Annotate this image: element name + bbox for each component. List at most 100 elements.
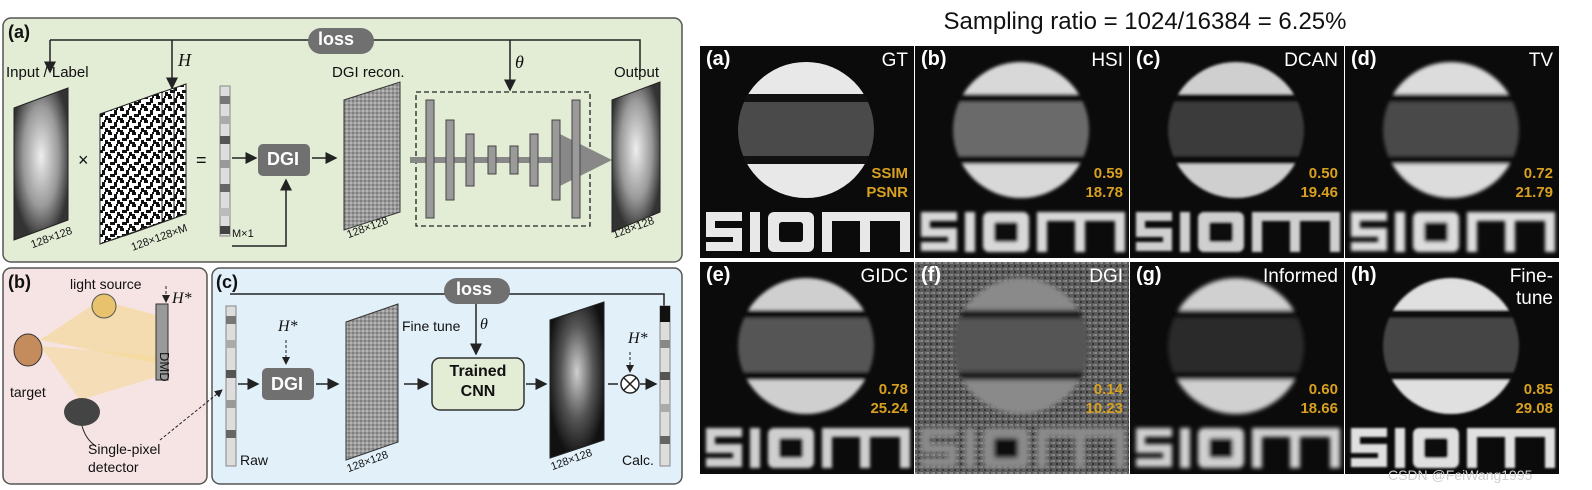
- loss-label-c: loss: [456, 279, 493, 299]
- ssim-value: 0.50: [1308, 165, 1338, 182]
- ssim-value: 0.78: [878, 381, 908, 398]
- reconstruction-image: [1351, 278, 1555, 468]
- light-bulb: [91, 293, 117, 319]
- psnr-value: 18.78: [1085, 184, 1123, 201]
- fine-tune-label: Fine tune: [402, 318, 461, 334]
- output-label: Output: [614, 64, 660, 81]
- dgi-recon-label: DGI recon.: [332, 64, 405, 81]
- ssim-value: 0.59: [1093, 165, 1123, 182]
- loss-label-a: loss: [318, 29, 355, 49]
- theta-label-a: θ: [515, 52, 524, 72]
- calc-label: Calc.: [622, 452, 654, 468]
- tile-tag: (c): [1136, 48, 1161, 70]
- result-tile-dcan: (c) DCAN 0.50 19.46: [1130, 46, 1344, 258]
- tile-method: Fine- tune: [1509, 266, 1553, 309]
- psnr-value: 29.08: [1515, 400, 1553, 417]
- tile-tag: (e): [706, 264, 731, 286]
- dgi-label-a: DGI: [267, 149, 300, 169]
- reconstruction-image: [1136, 62, 1340, 252]
- reconstruction-image: [915, 262, 1129, 474]
- reconstruction-image: [706, 62, 910, 252]
- trained-cnn-node: [431, 357, 525, 411]
- tile-tag: (g): [1136, 264, 1162, 286]
- psnr-value: 19.46: [1300, 184, 1338, 201]
- result-tile-finetune: (h) Fine- tune 0.85 29.08: [1345, 262, 1559, 474]
- theta-label-c: θ: [480, 316, 488, 333]
- result-tile-informed: (g) Informed 0.60 18.66: [1130, 262, 1344, 474]
- tile-metrics: 0.78 25.24: [870, 380, 908, 418]
- tile-tag: (h): [1351, 264, 1377, 286]
- tile-metrics: 0.72 21.79: [1515, 164, 1553, 202]
- psnr-value: 25.24: [870, 400, 908, 417]
- cnn-layers-a: [425, 99, 581, 219]
- tile-metrics: 0.60 18.66: [1300, 380, 1338, 418]
- tile-metrics: 0.59 18.78: [1085, 164, 1123, 202]
- dgi-node-c: [262, 368, 314, 400]
- size-label-vector: M×1: [232, 228, 254, 240]
- reconstruction-image: [1351, 62, 1555, 252]
- tile-metrics: 0.14 10.23: [1085, 380, 1123, 418]
- watermark: CSDN @FeiWang1995: [1388, 467, 1533, 483]
- result-tile-tv: (d) TV 0.72 21.79: [1345, 46, 1559, 258]
- H-star-label-b: H*: [172, 290, 192, 307]
- reconstruction-image: [706, 278, 910, 468]
- results-title: Sampling ratio = 1024/16384 = 6.25%: [943, 8, 1347, 35]
- target-head: [13, 333, 43, 367]
- tile-metrics: SSIM PSNR: [866, 164, 908, 202]
- reconstruction-image: [921, 62, 1125, 252]
- fine-tuned-face-image: [549, 301, 605, 459]
- ssim-value: 0.60: [1308, 381, 1338, 398]
- result-tile-dgi: (f) DGI 0.14 10.23: [915, 262, 1129, 474]
- target-label: target: [10, 384, 46, 400]
- input-face-image: [13, 87, 69, 241]
- dgi-label-c: DGI: [271, 374, 304, 394]
- raw-measurement-vector: [225, 305, 237, 467]
- ssim-value: 0.14: [1093, 381, 1123, 398]
- psnr-value: 21.79: [1515, 184, 1553, 201]
- panel-b-tag: (b): [8, 272, 31, 292]
- tile-tag: (d): [1351, 48, 1377, 70]
- result-tile-gt: (a) GT SSIM PSNR: [700, 46, 914, 258]
- tile-method: DCAN: [1284, 50, 1338, 71]
- dgi-recon-image-c: [345, 303, 399, 461]
- tile-method: GT: [881, 50, 908, 71]
- psnr-value: PSNR: [866, 184, 908, 201]
- psnr-value: 10.23: [1085, 400, 1123, 417]
- panel-a-tag: (a): [8, 22, 30, 42]
- tile-method: Informed: [1263, 266, 1338, 287]
- dmd-device: [155, 303, 169, 381]
- schematic-diagram: [2, 17, 683, 485]
- tile-method: TV: [1528, 50, 1553, 71]
- tile-method: GIDC: [860, 266, 909, 287]
- detector-label: Single-pixel detector: [88, 441, 161, 475]
- single-pixel-detector: [64, 398, 100, 426]
- result-tile-hsi: (b) HSI 0.59 18.78: [915, 46, 1129, 258]
- tile-method: DGI: [1089, 266, 1123, 287]
- measurement-vector-a: [219, 85, 231, 237]
- calc-measurement-vector: [659, 305, 671, 467]
- result-tile-gidc: (e) GIDC 0.78 25.24: [700, 262, 914, 474]
- panel-c-tag: (c): [216, 272, 238, 292]
- dgi-recon-image-a: [343, 81, 401, 231]
- output-face-image: [611, 81, 661, 233]
- illumination-patterns: [99, 91, 163, 245]
- ssim-value: 0.85: [1523, 381, 1553, 398]
- H-star-label-c1: H*: [278, 318, 298, 335]
- loss-node-c: [444, 278, 510, 304]
- tile-metrics: 0.50 19.46: [1300, 164, 1338, 202]
- trained-cnn-label: Trained CNN: [449, 363, 507, 400]
- tile-method: HSI: [1091, 50, 1123, 71]
- raw-label: Raw: [240, 452, 269, 468]
- light-source-label: light source: [70, 276, 142, 292]
- ssim-value: 0.72: [1523, 165, 1553, 182]
- reconstruction-image: [1136, 278, 1340, 468]
- input-label: Input / Label: [6, 64, 89, 81]
- tile-tag: (b): [921, 48, 947, 70]
- dmd-label: DMD: [157, 352, 172, 382]
- loss-node-a: [308, 28, 374, 54]
- psnr-value: 18.66: [1300, 400, 1338, 417]
- H-star-label-c2: H*: [628, 330, 648, 347]
- H-label: H: [178, 50, 191, 70]
- equals-symbol: =: [196, 150, 207, 170]
- tile-tag: (a): [706, 48, 731, 70]
